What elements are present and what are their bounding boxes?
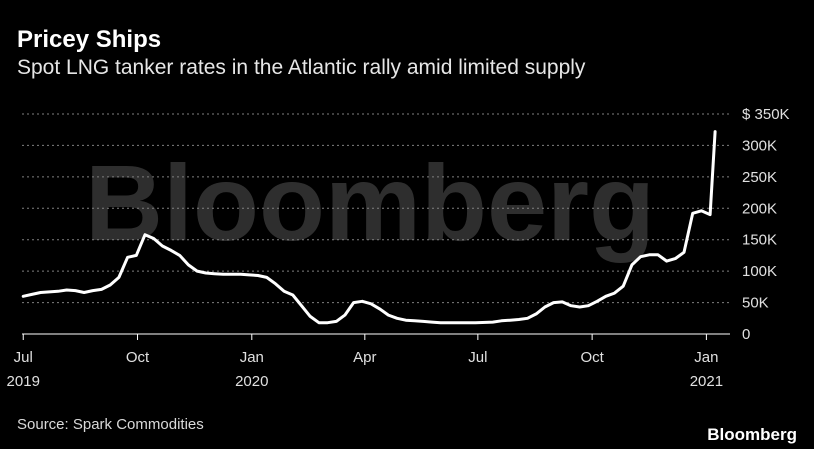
x-tick-year-label: 2020 [235,373,268,390]
x-tick-label: Jul [14,349,33,366]
x-tick-label: Jul [468,349,487,366]
y-axis: $ 350K 300K 250K 200K 150K 100K 50K 0 [742,106,790,343]
gridlines [22,113,730,335]
chart-subtitle: Spot LNG tanker rates in the Atlantic ra… [17,56,586,79]
chart-title: Pricey Ships [17,26,162,53]
y-tick-label: 300K [742,137,777,154]
x-tick-year-label: 2021 [690,373,723,390]
x-tick-label: Jan [694,349,718,366]
bloomberg-watermark: Bloomberg [85,142,655,263]
y-tick-label: 250K [742,169,777,186]
x-tick-label: Oct [126,349,150,366]
y-tick-label: 200K [742,200,777,217]
y-tick-label: 50K [742,295,769,312]
plot-area [21,130,717,325]
series-line [21,130,717,325]
x-tick-year-label: 2019 [7,373,40,390]
x-tick-label: Jan [240,349,264,366]
x-tick-label: Apr [353,349,376,366]
y-tick-label: 150K [742,232,777,249]
x-tick-label: Oct [580,349,604,366]
source-note: Source: Spark Commodities [17,416,204,433]
y-tick-label: $ 350K [742,106,790,123]
y-tick-label: 100K [742,263,777,280]
y-tick-label: 0 [742,326,750,343]
x-axis: Jul 2019 Oct Jan 2020 Apr Jul Oct Jan 2021 [7,334,723,390]
bloomberg-logo: Bloomberg [707,425,797,444]
